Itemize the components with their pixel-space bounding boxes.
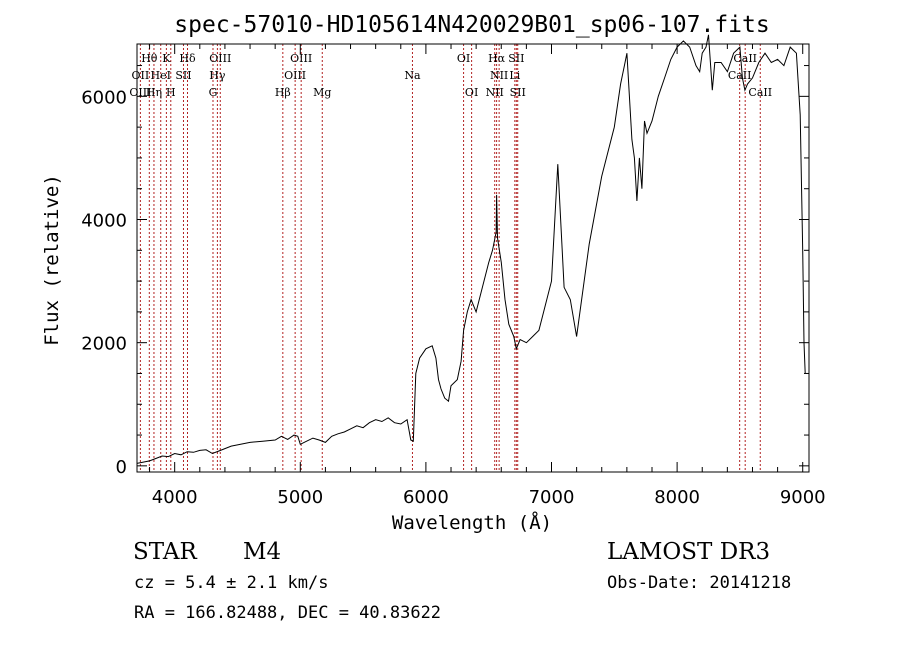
x-tick-label: 5000 <box>277 487 323 508</box>
spectral-line-label: G <box>209 86 218 99</box>
y-tick-label: 0 <box>116 457 127 478</box>
spectral-line-label: Mg <box>313 86 331 99</box>
spectral-line-label: CaII <box>728 69 752 82</box>
y-tick-label: 4000 <box>81 211 127 232</box>
object-class: STAR <box>133 539 197 565</box>
plot-frame <box>136 43 810 473</box>
spectral-line-label: NII <box>490 69 508 82</box>
x-tick-label: 9000 <box>780 487 826 508</box>
y-tick-label: 6000 <box>81 87 127 108</box>
ra-dec: RA = 166.82488, DEC = 40.83622 <box>134 603 442 623</box>
line-markers <box>139 44 761 472</box>
spectral-line-label: OI <box>457 52 470 65</box>
x-tick-label: 8000 <box>654 487 700 508</box>
spectral-line-label: OI <box>465 86 478 99</box>
spectral-line-label: Na <box>404 69 421 82</box>
x-tick-label: 7000 <box>529 487 575 508</box>
spectral-line-label: SII <box>508 52 524 65</box>
spectral-line-label: CaII <box>733 52 757 65</box>
spectral-line-label: NII <box>486 86 504 99</box>
spectral-line-label: Hβ <box>275 86 291 99</box>
x-axis-label: Wavelength (Å) <box>392 511 552 534</box>
spectral-line-label: Hθ <box>141 52 158 65</box>
y-axis-label: Flux (relative) <box>41 174 63 346</box>
x-tick-label: 4000 <box>152 487 198 508</box>
x-axis: 4000 5000 6000 7000 8000 9000 <box>149 44 826 508</box>
spectral-line-label: HeI <box>151 69 171 82</box>
spectral-line-label: SII <box>175 69 191 82</box>
spectral-line-label: Hη <box>146 86 162 99</box>
spectral-line-label: SII <box>510 86 526 99</box>
spectral-line-label: H <box>166 86 176 99</box>
spectral-line-label: OIII <box>290 52 312 65</box>
x-tick-label: 6000 <box>403 487 449 508</box>
spectral-line-label: CaII <box>748 86 772 99</box>
spectral-line-label: Li <box>509 69 520 82</box>
spectral-line-label: K <box>162 52 171 65</box>
y-tick-label: 2000 <box>81 334 127 355</box>
spectral-line-label: OIII <box>129 86 151 99</box>
y-axis: 0 2000 4000 6000 <box>81 65 809 478</box>
chart-title: spec-57010-HD105614N420029B01_sp06-107.f… <box>174 12 769 38</box>
spectral-line-label: Hα <box>488 52 506 65</box>
redshift-cz: cz = 5.4 ± 2.1 km/s <box>134 573 329 593</box>
spectrum-line <box>136 34 806 464</box>
spectral-line-label: OIII <box>284 69 306 82</box>
spectral-line-label: Hδ <box>179 52 196 65</box>
survey-name: LAMOST DR3 <box>607 539 771 565</box>
spectral-line-label: OIII <box>209 52 231 65</box>
object-subclass: M4 <box>243 539 282 565</box>
spectral-line-label: OII <box>132 69 150 82</box>
spectral-line-label: Hγ <box>209 69 226 82</box>
observation-date: Obs-Date: 20141218 <box>607 573 792 593</box>
